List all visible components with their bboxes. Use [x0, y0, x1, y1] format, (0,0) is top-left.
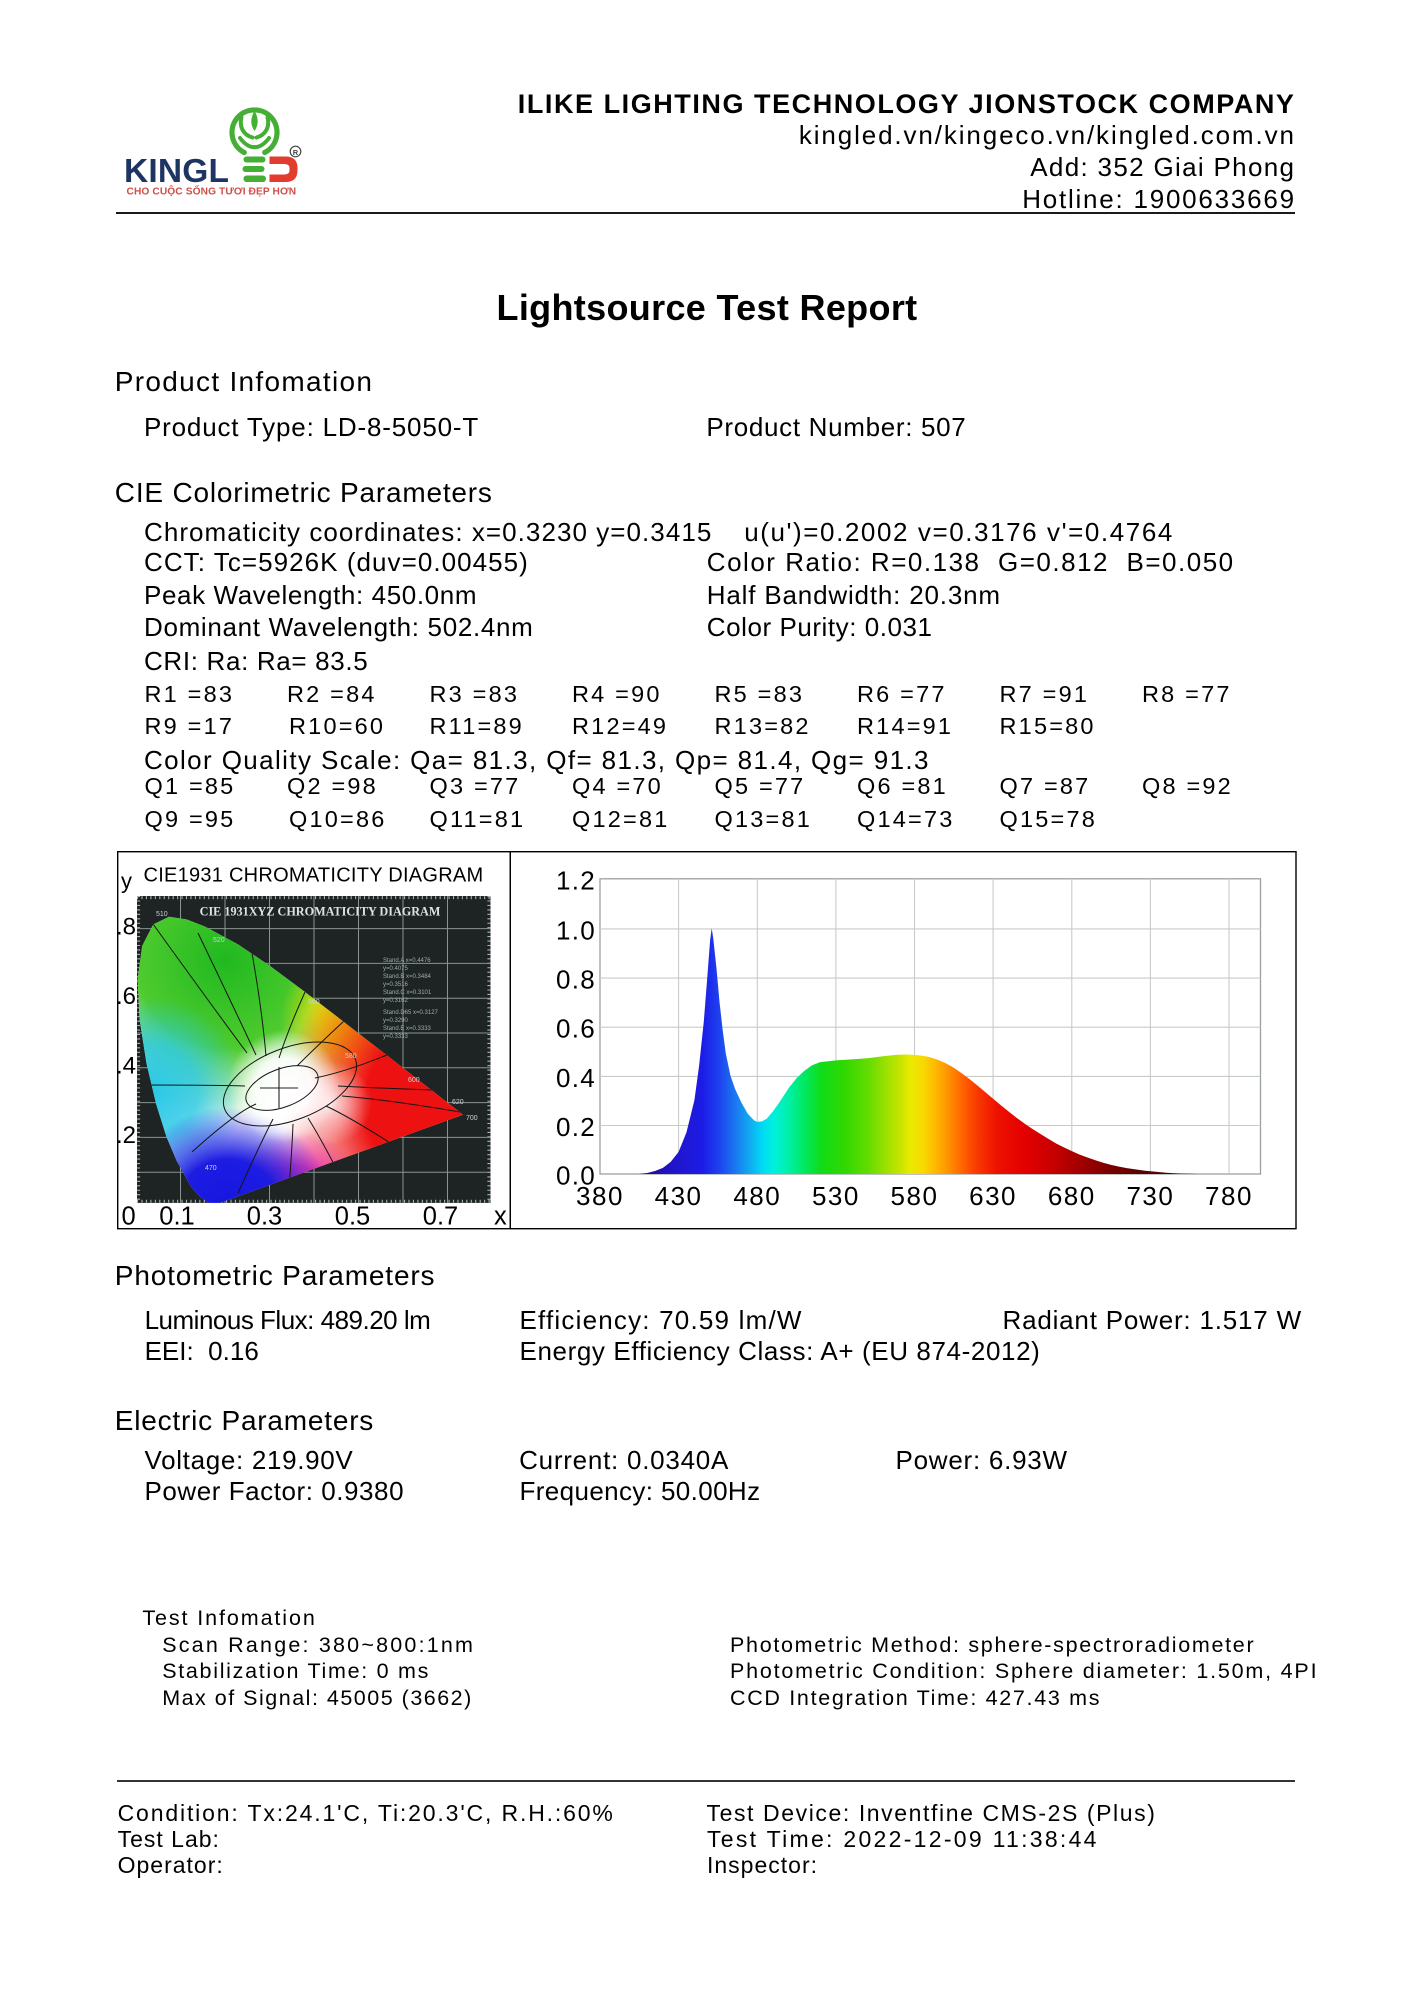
svg-text:CHO CUỘC SỐNG TƯƠI ĐẸP HƠN: CHO CUỘC SỐNG TƯƠI ĐẸP HƠN: [127, 184, 297, 198]
svg-text:0.7: 0.7: [423, 1203, 458, 1231]
svg-text:0.3: 0.3: [247, 1203, 282, 1231]
svg-text:580: 580: [891, 1181, 939, 1211]
svg-text:y=0.4075: y=0.4075: [383, 966, 409, 972]
svg-text:0: 0: [122, 1203, 136, 1231]
svg-text:KINGL: KINGL: [124, 153, 229, 190]
svg-text:510: 510: [156, 911, 168, 918]
svg-text:Stand.B x=0.3484: Stand.B x=0.3484: [383, 974, 432, 980]
svg-text:1.2: 1.2: [556, 865, 596, 895]
svg-text:0.0: 0.0: [556, 1161, 596, 1191]
svg-text:560: 560: [308, 999, 320, 1006]
svg-text:CIE1931 CHROMATICITY DIAGRAM: CIE1931 CHROMATICITY DIAGRAM: [144, 865, 484, 887]
svg-text:.2: .2: [116, 1122, 136, 1149]
svg-text:580: 580: [345, 1053, 357, 1060]
svg-text:0.8: 0.8: [556, 965, 596, 995]
svg-text:730: 730: [1126, 1181, 1174, 1211]
svg-text:Stand.C x=0.3101: Stand.C x=0.3101: [383, 990, 432, 996]
svg-text:y=0.3162: y=0.3162: [383, 998, 409, 1004]
svg-text:700: 700: [466, 1115, 478, 1122]
svg-text:0.1: 0.1: [159, 1203, 194, 1231]
svg-text:530: 530: [812, 1181, 860, 1211]
svg-text:0.2: 0.2: [556, 1112, 596, 1142]
svg-text:470: 470: [205, 1165, 217, 1172]
svg-text:780: 780: [1205, 1181, 1253, 1211]
svg-text:y=0.3333: y=0.3333: [383, 1034, 409, 1040]
svg-text:y: y: [121, 869, 132, 894]
svg-text:Stand.E x=0.3333: Stand.E x=0.3333: [383, 1026, 432, 1032]
svg-text:y=0.3516: y=0.3516: [383, 982, 409, 988]
svg-text:.4: .4: [116, 1053, 136, 1080]
svg-text:0.4: 0.4: [556, 1063, 596, 1093]
svg-text:620: 620: [452, 1099, 464, 1106]
svg-text:630: 630: [969, 1181, 1017, 1211]
svg-text:430: 430: [655, 1181, 703, 1211]
svg-text:600: 600: [408, 1077, 420, 1084]
svg-text:380: 380: [576, 1181, 624, 1211]
svg-text:Stand.A x=0.4476: Stand.A x=0.4476: [383, 958, 431, 964]
svg-text:0.5: 0.5: [335, 1203, 370, 1231]
svg-text:Stand.D65 x=0.3127: Stand.D65 x=0.3127: [383, 1010, 439, 1016]
svg-text:x: x: [494, 1203, 507, 1231]
svg-text:480: 480: [733, 1181, 781, 1211]
svg-text:.8: .8: [116, 914, 136, 941]
svg-text:0.6: 0.6: [556, 1014, 596, 1044]
svg-text:y=0.3290: y=0.3290: [383, 1018, 409, 1024]
svg-text:1.0: 1.0: [556, 915, 596, 945]
svg-text:CIE 1931XYZ CHROMATICITY DIAG: CIE 1931XYZ CHROMATICITY DIAGRAM: [200, 905, 441, 919]
svg-text:520: 520: [213, 937, 225, 944]
svg-text:R: R: [293, 148, 299, 157]
svg-text:.6: .6: [116, 983, 136, 1010]
svg-text:680: 680: [1048, 1181, 1096, 1211]
